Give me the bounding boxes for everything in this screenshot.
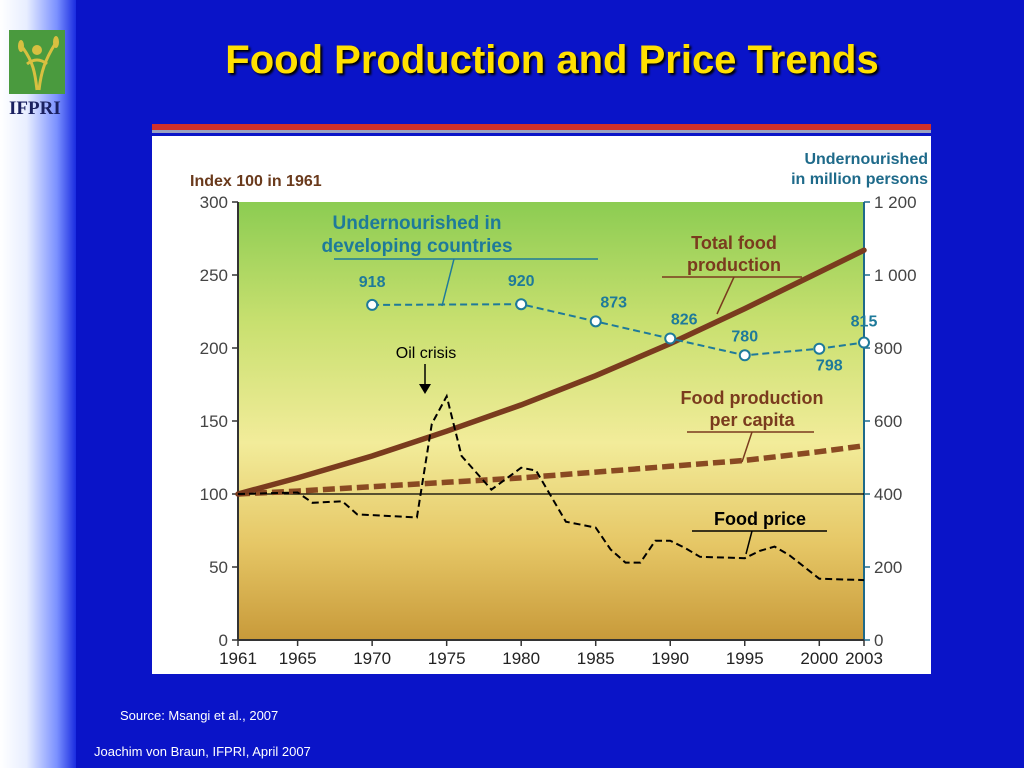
- series-total-food-line: [235, 247, 867, 497]
- y-tick-label: 0: [219, 631, 228, 650]
- right-axis-title-line1: Undernourished: [804, 151, 928, 168]
- food-price-label-text: Food price: [714, 509, 806, 529]
- x-tick-label: 2000: [800, 649, 838, 668]
- x-tick-label: 1975: [428, 649, 466, 668]
- label-food-price: Food price: [692, 509, 827, 555]
- left-gradient-bar: [0, 0, 76, 768]
- undernourished-label-pointer: [441, 258, 455, 307]
- y-tick-label: 100: [200, 485, 228, 504]
- series-per-capita-line: [237, 443, 865, 497]
- author-footer: Joachim von Braun, IFPRI, April 2007: [94, 744, 311, 759]
- oil-crisis-arrow-head: [419, 384, 431, 394]
- undernourished-point: [366, 298, 379, 311]
- undernourished-point: [858, 336, 870, 349]
- annotation-oil-crisis: Oil crisis: [396, 345, 456, 394]
- total-food-label-line1: Total food: [691, 233, 777, 253]
- undernourished-point-label: 920: [508, 273, 535, 290]
- y2-tick-label: 400: [874, 485, 902, 504]
- source-note: Source: Msangi et al., 2007: [120, 708, 279, 723]
- undernourished-point: [515, 298, 528, 311]
- ifpri-logo-mark: [9, 30, 65, 94]
- y-tick-label: 250: [200, 266, 228, 285]
- slide-title: Food Production and Price Trends: [225, 38, 879, 82]
- undernourished-point: [664, 332, 677, 345]
- y2-tick-label: 1 000: [874, 266, 917, 285]
- x-tick-label: 2003: [845, 649, 883, 668]
- series-food-price-line: [237, 393, 865, 582]
- y-tick-label: 200: [200, 339, 228, 358]
- y2-tick-label: 0: [874, 631, 883, 650]
- undernourished-point: [813, 342, 826, 355]
- food-trends-chart: Index 100 in 1961 Undernourished in mill…: [190, 151, 928, 668]
- x-tick-label: 1970: [353, 649, 391, 668]
- plot-background: [238, 202, 864, 640]
- left-axis-title: Index 100 in 1961: [190, 173, 322, 190]
- undernourished-point-label: 826: [671, 312, 698, 329]
- ifpri-logo: IFPRI: [9, 30, 65, 125]
- right-axis-title-line2: in million persons: [791, 171, 928, 188]
- undernourished-point-label: 873: [600, 294, 627, 311]
- total-food-label-line2: production: [687, 255, 781, 275]
- total-food-label-pointer: [716, 276, 735, 315]
- per-capita-label-pointer: [741, 431, 753, 463]
- x-tick-label: 1965: [279, 649, 317, 668]
- y-tick-label: 50: [209, 558, 228, 577]
- x-tick-label: 1995: [726, 649, 764, 668]
- undernourished-point-label: 815: [851, 314, 878, 331]
- series-group: 918 920 873 826 780 798 815: [235, 247, 878, 582]
- y-tick-label: 150: [200, 412, 228, 431]
- label-undernourished: Undernourished in developing countries: [321, 213, 598, 307]
- undernourished-point: [738, 349, 751, 362]
- title-rule-grey: [152, 130, 931, 133]
- x-tick-label: 1961: [219, 649, 257, 668]
- y2-tick-label: 800: [874, 339, 902, 358]
- undernourished-point-label: 780: [731, 328, 758, 345]
- title-rule-red: [152, 124, 931, 130]
- oil-crisis-label: Oil crisis: [396, 345, 456, 362]
- x-tick-label: 1990: [651, 649, 689, 668]
- x-tick-label: 1980: [502, 649, 540, 668]
- food-price-label-pointer: [745, 530, 753, 555]
- y2-tick-label: 1 200: [874, 193, 917, 212]
- y2-tick-label: 600: [874, 412, 902, 431]
- wheat-figure-icon: [9, 30, 65, 94]
- per-capita-label-line2: per capita: [709, 410, 795, 430]
- undernourished-point-label: 798: [816, 358, 843, 375]
- y-tick-label: 300: [200, 193, 228, 212]
- axes-group: 0 50 100 150 200 250 300 0 200 400 600 800 1 000 1 20…: [200, 193, 917, 668]
- undernourished-label-line2: developing countries: [321, 236, 512, 257]
- undernourished-point: [589, 315, 602, 328]
- logo-text: IFPRI: [9, 98, 61, 119]
- label-total-food: Total food production: [662, 233, 802, 315]
- label-per-capita: Food production per capita: [681, 388, 824, 463]
- chart-panel: Index 100 in 1961 Undernourished in mill…: [152, 136, 931, 674]
- undernourished-label-line1: Undernourished in: [333, 213, 502, 234]
- y2-tick-label: 200: [874, 558, 902, 577]
- x-tick-label: 1985: [577, 649, 615, 668]
- per-capita-label-line1: Food production: [681, 388, 824, 408]
- undernourished-point-label: 918: [359, 274, 386, 291]
